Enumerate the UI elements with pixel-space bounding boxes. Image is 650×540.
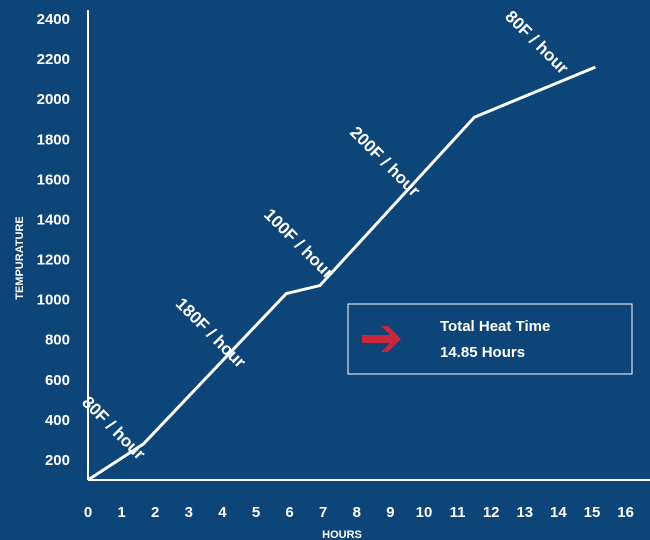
y-tick-label: 1400 <box>37 211 70 228</box>
segment-rate-label: 80F / hour <box>501 7 572 78</box>
y-tick-label: 2200 <box>37 51 70 68</box>
x-tick-label: 6 <box>285 504 293 521</box>
x-tick-label: 4 <box>218 504 227 521</box>
arrow-right-icon <box>362 326 401 352</box>
y-tick-label: 1200 <box>37 252 70 269</box>
x-tick-label: 15 <box>584 504 601 521</box>
y-tick-labels: 200 400 600 800 1000 1200 1400 1600 1800 2000 2200… <box>37 11 70 469</box>
info-box-title: Total Heat Time <box>440 318 550 335</box>
y-tick-label: 400 <box>45 412 70 429</box>
x-axis-title: HOURS <box>322 529 362 540</box>
segment-rate-label: 100F / hour <box>260 205 338 283</box>
x-tick-label: 13 <box>516 504 533 521</box>
x-tick-label: 12 <box>483 504 500 521</box>
y-tick-label: 1600 <box>37 171 70 188</box>
axes <box>87 10 650 481</box>
segment-rate-label: 200F / hour <box>346 123 424 201</box>
x-tick-label: 14 <box>550 504 567 521</box>
x-tick-labels: 0 1 2 3 4 5 6 7 8 9 10 11 12 13 14 15 16 <box>84 504 634 521</box>
y-tick-label: 200 <box>45 452 70 469</box>
y-tick-label: 1800 <box>37 131 70 148</box>
x-tick-label: 16 <box>617 504 634 521</box>
x-tick-label: 5 <box>252 504 260 521</box>
x-tick-label: 2 <box>151 504 159 521</box>
x-tick-label: 11 <box>450 504 466 521</box>
x-tick-label: 9 <box>386 504 394 521</box>
y-tick-label: 600 <box>45 372 70 389</box>
info-box: Total Heat Time 14.85 Hours <box>347 303 633 375</box>
y-tick-label: 2000 <box>37 91 70 108</box>
info-box-value: 14.85 Hours <box>440 344 525 361</box>
x-tick-label: 0 <box>84 504 92 521</box>
x-tick-label: 10 <box>416 504 433 521</box>
segment-rate-label: 180F / hour <box>172 294 250 372</box>
x-tick-label: 7 <box>319 504 327 521</box>
y-tick-label: 1000 <box>37 292 70 309</box>
x-tick-label: 1 <box>117 504 125 521</box>
y-tick-label: 800 <box>45 332 70 349</box>
x-tick-label: 8 <box>353 504 361 521</box>
info-box-frame <box>347 303 633 375</box>
y-axis-title: TEMPURATURE <box>14 216 26 300</box>
y-tick-label: 2400 <box>37 11 70 28</box>
series-line <box>87 65 596 482</box>
x-tick-label: 3 <box>185 504 193 521</box>
